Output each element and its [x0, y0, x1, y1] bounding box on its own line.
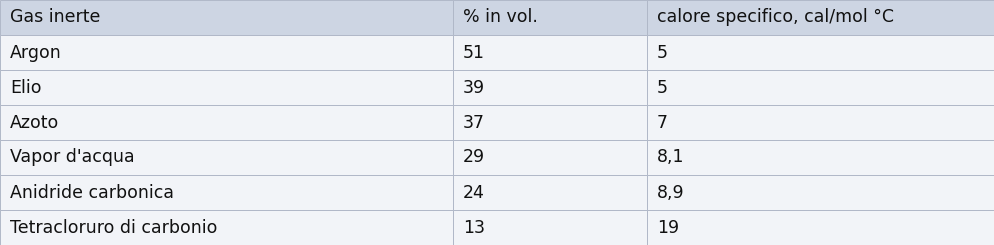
Bar — [452, 35, 646, 70]
Text: 39: 39 — [462, 78, 484, 97]
Text: Anidride carbonica: Anidride carbonica — [10, 184, 174, 201]
Bar — [646, 140, 994, 175]
Text: 7: 7 — [656, 113, 667, 132]
Text: 51: 51 — [462, 44, 484, 61]
Bar — [0, 210, 452, 245]
Text: calore specifico, cal/mol °C: calore specifico, cal/mol °C — [656, 9, 893, 26]
Bar — [452, 210, 646, 245]
Bar — [452, 105, 646, 140]
Bar — [452, 70, 646, 105]
Bar — [0, 70, 452, 105]
Text: 13: 13 — [462, 219, 484, 236]
Bar — [646, 210, 994, 245]
Text: 37: 37 — [462, 113, 484, 132]
Text: Azoto: Azoto — [10, 113, 59, 132]
Bar — [452, 0, 646, 35]
Text: Vapor d'acqua: Vapor d'acqua — [10, 148, 134, 167]
Bar — [646, 70, 994, 105]
Text: 5: 5 — [656, 44, 667, 61]
Bar — [646, 0, 994, 35]
Text: 19: 19 — [656, 219, 678, 236]
Bar — [0, 35, 452, 70]
Text: 8,1: 8,1 — [656, 148, 684, 167]
Bar — [646, 35, 994, 70]
Bar — [452, 175, 646, 210]
Bar — [0, 105, 452, 140]
Text: Gas inerte: Gas inerte — [10, 9, 100, 26]
Text: Argon: Argon — [10, 44, 62, 61]
Bar — [0, 175, 452, 210]
Bar — [646, 175, 994, 210]
Text: 29: 29 — [462, 148, 484, 167]
Text: Tetracloruro di carbonio: Tetracloruro di carbonio — [10, 219, 217, 236]
Text: 5: 5 — [656, 78, 667, 97]
Bar — [646, 105, 994, 140]
Text: 8,9: 8,9 — [656, 184, 684, 201]
Text: Elio: Elio — [10, 78, 42, 97]
Bar — [0, 0, 452, 35]
Bar — [452, 140, 646, 175]
Text: 24: 24 — [462, 184, 484, 201]
Text: % in vol.: % in vol. — [462, 9, 537, 26]
Bar — [0, 140, 452, 175]
